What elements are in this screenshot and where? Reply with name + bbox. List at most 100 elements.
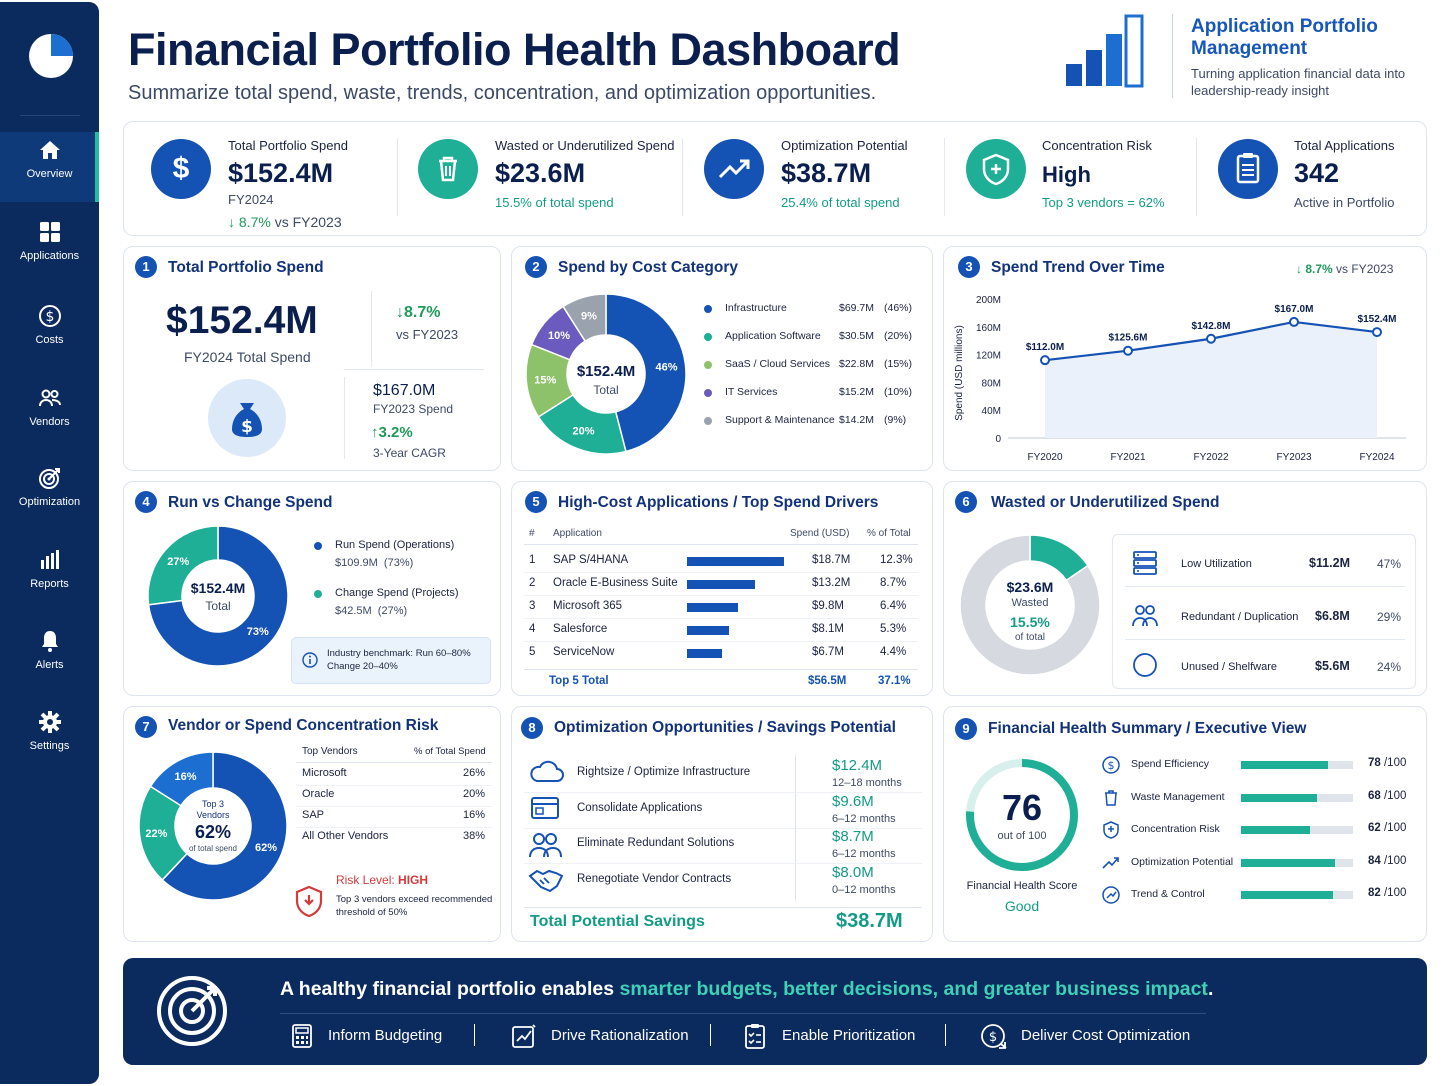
row-divider [524,863,922,864]
slice-label: 22% [145,828,167,840]
nav-label: Settings [29,740,70,752]
banner-lead: A healthy financial portfolio enables [280,978,620,1000]
svg-text:$: $ [45,309,54,325]
x-tick-label: FY2024 [1359,452,1394,463]
score-of: /100 [1380,854,1407,867]
rank: 1 [529,554,536,566]
section-total-spend: 1 Total Portfolio Spend $152.4M FY2024 T… [123,246,501,471]
calculator-icon [292,1024,312,1048]
nav-item-vendors[interactable]: Vendors [0,386,99,456]
nav-label: Overview [26,168,73,180]
donut-center-label: Total [593,383,619,397]
gauge-fill [966,759,1078,871]
chart-check-icon [512,1024,536,1048]
donut-center-label: Total [205,599,231,613]
legend-swatch-run [314,542,322,550]
bottom-banner: A healthy financial portfolio enables sm… [123,958,1427,1065]
donut-slice [147,525,289,667]
slice-label: 27% [167,556,189,568]
nav-item-overview[interactable]: Overview [0,132,99,202]
savings-total-label: Total Potential Savings [530,913,705,930]
kpi-value: $152.4M [228,158,334,188]
bell-icon [41,631,58,652]
score-value: 84 [1368,854,1381,867]
slice-label: 20% [573,426,595,438]
score-value: 78 [1368,757,1381,769]
app-spend: $13.2M [812,577,851,589]
opportunity-term: 0–12 months [832,883,896,896]
donut-center-value: $152.4M [576,363,636,380]
category-label: Support & Maintenance [725,414,835,426]
nav-item-alerts[interactable]: Alerts [0,629,99,699]
nav-item-applications[interactable]: Applications [0,220,99,290]
wasted-donut [959,534,1101,676]
section-number: 4 [135,491,157,513]
section-number: 6 [955,491,977,513]
banner-item-prioritization: Enable Prioritization [782,1027,916,1044]
app-spend: $6.7M [812,646,844,658]
opportunity-term: 6–12 months [832,848,896,860]
nav-item-settings[interactable]: Settings [0,710,99,780]
kpi-delta-label: vs FY2023 [270,214,342,230]
dollar-icon: $ [151,139,211,199]
y-tick-label: 80M [982,378,1001,389]
section-concentration: 7 Vendor or Spend Concentration Risk 62%… [123,706,501,942]
banner-end: . [1207,978,1214,1000]
col-header-pct: % of Total [867,528,911,539]
trash-icon [1105,789,1117,806]
cost-category-donut: 46% 20% 15% 10% 9% [525,293,687,455]
section-cost-category: 2 Spend by Cost Category 46% 20% 15% 10% 9% … [511,246,933,471]
nav-label: Vendors [29,416,70,428]
spend-trend-chart: Spend (USD millions) 0 40M 80M 120M 160M 200M $… [954,295,1406,463]
grid-icon [39,222,60,242]
row-divider [296,785,492,786]
health-metric-label: Waste Management [1131,790,1225,803]
rank: 4 [529,623,536,635]
gauge-icon [1102,886,1120,904]
kpi-pct: 15.5% [495,195,532,210]
x-tick-label: FY2023 [1276,452,1311,463]
col-header-app: Application [553,528,602,539]
kpi-value: $23.6M [495,158,586,188]
y-tick-label: 200M [976,295,1001,306]
kpi-pct: Top 3 vendors = 62% [1042,195,1165,210]
category-pct: (46%) [884,302,913,314]
category-value: $15.2M [839,386,875,398]
vendor-name: Oracle [302,788,335,800]
trend-up-icon [1102,856,1119,869]
spend-bar [687,626,729,635]
spend-bar [687,603,738,612]
app-name: Oracle E-Business Suite [553,577,678,589]
row-divider [524,827,922,829]
data-label: $167.0M [1275,304,1314,315]
trend-point [1040,355,1050,366]
total-label: Top 5 Total [549,675,609,687]
nav-label: Alerts [35,659,64,671]
risk-level-label: Risk Level: [336,873,399,887]
row-divider [524,618,918,619]
category-pct: (10%) [884,386,913,398]
waste-row-pct: 47% [1377,557,1402,571]
opportunity-value: $8.7M [832,828,874,845]
kpi-pct: 25.4% [781,195,818,210]
nav-item-reports[interactable]: Reports [0,548,99,618]
health-bar-fill [1241,891,1333,899]
y-tick-label: 160M [976,323,1001,334]
health-bar-fill [1241,793,1317,802]
down-arrow-icon: ↓ [228,214,235,230]
app-name: Microsoft 365 [553,600,623,612]
category-pct: (15%) [884,358,913,370]
category-label: IT Services [725,386,778,398]
nav-item-optimization[interactable]: Optimization [0,466,99,536]
data-label: $112.0M [1026,342,1064,353]
nav-item-costs[interactable]: $ Costs [0,304,99,374]
info-icon [302,652,318,668]
shield-icon [966,139,1026,199]
checklist-icon [745,1024,765,1049]
run-label: Run Spend (Operations) [335,539,455,551]
donut-center-label: of total spend [188,844,238,853]
kpi-label: Total Applications [1294,138,1395,153]
category-value: $22.8M [839,358,875,370]
health-score-of: out of 100 [997,830,1047,842]
spend-bar [687,580,755,589]
